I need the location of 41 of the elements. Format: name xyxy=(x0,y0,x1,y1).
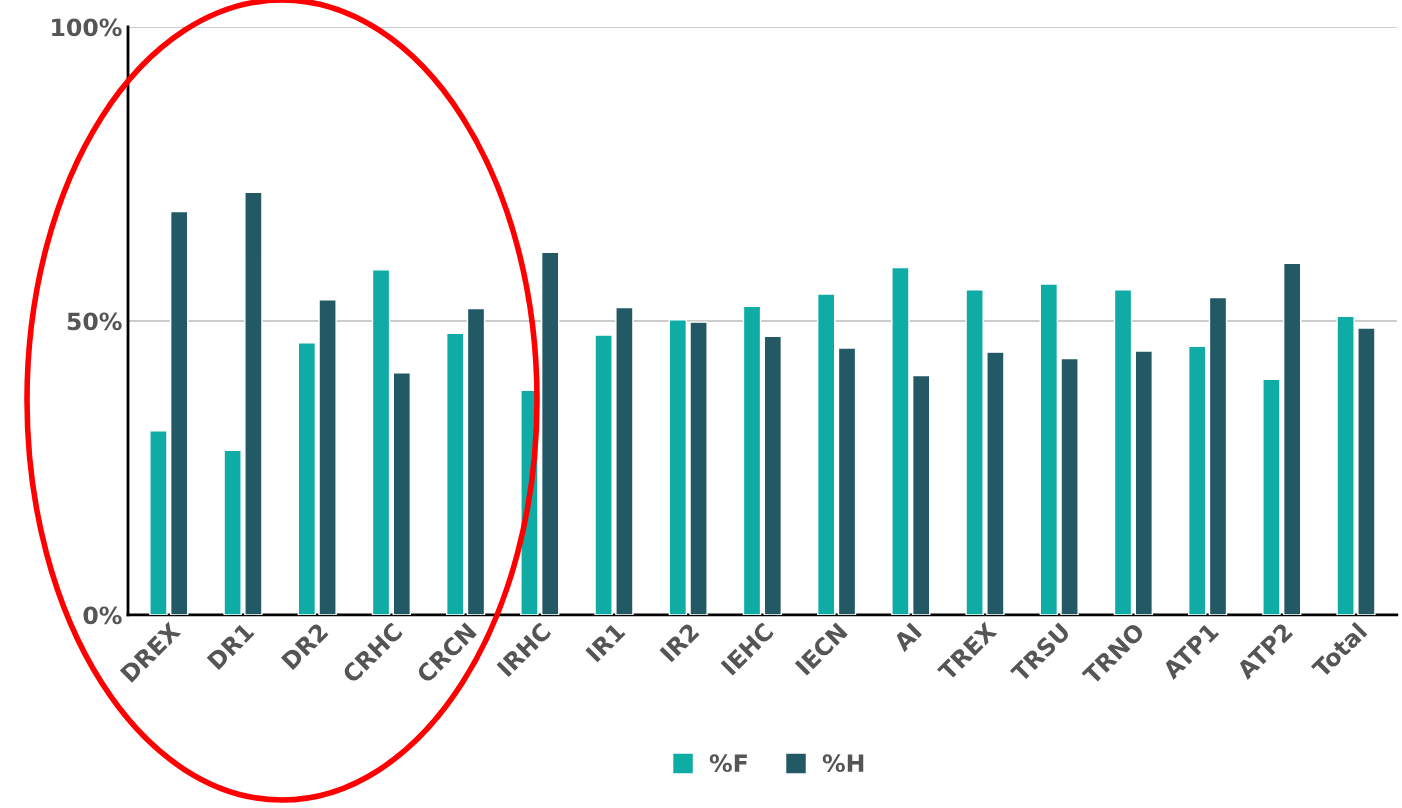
bar xyxy=(615,306,634,615)
x-tick-label: AI xyxy=(892,622,922,653)
bar xyxy=(540,251,560,615)
bar xyxy=(1113,289,1133,615)
x-tick-label: IR1 xyxy=(585,622,626,663)
bar xyxy=(689,321,708,615)
bar xyxy=(371,269,391,615)
legend-label: %F xyxy=(709,754,747,773)
bar xyxy=(244,191,263,615)
bar xyxy=(668,319,688,615)
y-tick-label: 100% xyxy=(52,18,122,37)
bar xyxy=(891,266,910,615)
bar xyxy=(169,210,189,615)
bar xyxy=(1262,378,1281,615)
bar xyxy=(392,372,412,615)
bar xyxy=(1134,350,1154,615)
bar xyxy=(318,299,337,615)
legend-label: %H xyxy=(822,754,864,773)
bar xyxy=(837,347,857,615)
bar xyxy=(149,430,168,615)
bar xyxy=(911,374,931,615)
bar xyxy=(1060,357,1079,615)
y-tick-label: 50% xyxy=(67,312,122,331)
bar xyxy=(1208,296,1228,615)
bar xyxy=(1187,345,1207,615)
bar xyxy=(223,449,242,615)
bar xyxy=(742,305,762,615)
bar xyxy=(1282,262,1302,615)
bar xyxy=(466,307,486,615)
bar xyxy=(763,335,783,615)
bar xyxy=(986,351,1005,615)
bar xyxy=(594,334,613,615)
bar xyxy=(816,293,836,615)
bar xyxy=(445,332,465,615)
bar xyxy=(1336,315,1355,615)
y-tick-label: 0% xyxy=(83,606,122,625)
bar xyxy=(1039,283,1059,615)
x-tick-label: IR2 xyxy=(659,622,700,663)
bar xyxy=(1357,327,1376,615)
bar xyxy=(965,289,984,615)
bar xyxy=(297,342,317,615)
